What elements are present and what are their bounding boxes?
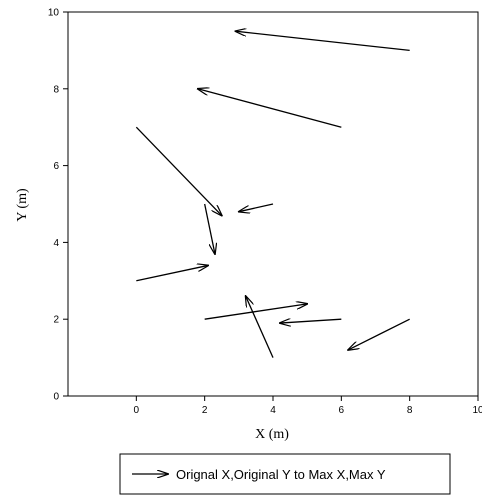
vector-arrow <box>204 304 307 320</box>
y-tick-label: 8 <box>53 84 59 95</box>
vector-arrow <box>135 126 221 215</box>
vector-series <box>135 31 410 358</box>
x-tick-label: 8 <box>407 405 413 416</box>
x-tick-label: 6 <box>339 405 345 416</box>
vector-arrow <box>136 265 208 282</box>
legend-box <box>119 453 451 495</box>
legend-label: Orignal X,Original Y to Max X,Max Y <box>176 467 386 482</box>
y-tick-label: 2 <box>53 315 59 326</box>
x-axis-ticks: 0 2 4 6 8 10 <box>134 396 482 416</box>
x-tick-label: 2 <box>202 405 208 416</box>
x-axis-title: X (m) <box>255 427 289 442</box>
vector-arrow <box>204 203 215 254</box>
y-tick-label: 10 <box>48 8 60 19</box>
vector-arrow <box>235 31 410 52</box>
y-tick-label: 4 <box>53 238 59 249</box>
y-axis-title: Y (m) <box>15 188 30 222</box>
legend: Orignal X,Original Y to Max X,Max Y <box>119 453 451 495</box>
vector-arrow <box>280 319 342 323</box>
x-tick-label: 10 <box>472 405 482 416</box>
vector-arrow <box>198 89 342 128</box>
vector-arrow <box>239 203 274 212</box>
y-axis-ticks: 0 2 4 6 8 10 <box>48 8 68 403</box>
y-tick-label: 0 <box>53 392 59 403</box>
vector-arrow <box>246 296 274 358</box>
x-tick-label: 0 <box>134 405 140 416</box>
y-tick-label: 6 <box>53 161 59 172</box>
vector-arrow <box>348 318 410 350</box>
x-tick-label: 4 <box>270 405 276 416</box>
